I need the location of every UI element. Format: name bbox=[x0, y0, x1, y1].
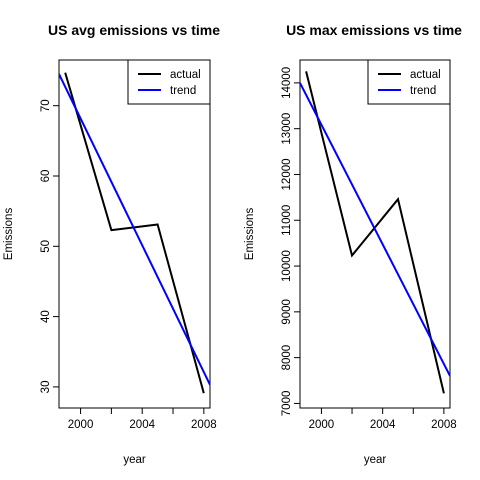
y-tick-label: 50 bbox=[40, 240, 52, 253]
y-tick-label: 11000 bbox=[281, 205, 293, 236]
y-axis-label: Emissions bbox=[244, 208, 256, 261]
y-tick-label: 7000 bbox=[281, 391, 293, 417]
y-tick-label: 70 bbox=[40, 99, 52, 112]
plot-frame bbox=[299, 59, 451, 409]
legend: actual trend bbox=[127, 59, 211, 105]
x-tick-label: 2004 bbox=[370, 419, 396, 431]
x-tick-label: 2008 bbox=[191, 419, 217, 431]
y-tick-label: 13000 bbox=[281, 113, 293, 145]
y-tick-label: 60 bbox=[40, 170, 52, 183]
y-tick-label: 9000 bbox=[281, 299, 293, 325]
series-line-trend bbox=[59, 73, 210, 386]
y-tick-label: 40 bbox=[40, 310, 52, 323]
chart-title: US max emissions vs time bbox=[286, 22, 462, 38]
legend-label: actual bbox=[410, 69, 441, 81]
chart-title: US avg emissions vs time bbox=[48, 22, 220, 38]
x-axis-label: year bbox=[123, 454, 146, 466]
x-tick-label: 2004 bbox=[129, 419, 155, 431]
chart-panel-2: US max emissions vs time 2000 2004 2008 year… bbox=[244, 22, 462, 466]
chart-panel-1: US avg emissions vs time 2000 2004 2008 year… bbox=[3, 22, 220, 466]
y-tick-label: 8000 bbox=[281, 345, 293, 371]
y-tick-label: 30 bbox=[40, 381, 52, 394]
series-line-actual bbox=[64, 72, 205, 394]
y-tick-label: 14000 bbox=[281, 67, 293, 99]
plot-frame bbox=[58, 59, 211, 409]
legend-label: trend bbox=[410, 85, 436, 97]
x-tick-label: 2000 bbox=[68, 419, 94, 431]
legend-label: actual bbox=[170, 69, 201, 81]
y-tick-label: 12000 bbox=[281, 158, 293, 190]
series-line-actual bbox=[305, 71, 445, 394]
series-line-trend bbox=[300, 82, 450, 377]
x-tick-label: 2000 bbox=[309, 419, 335, 431]
legend-box bbox=[127, 59, 211, 105]
legend: actual trend bbox=[367, 59, 451, 105]
y-axis-label: Emissions bbox=[3, 208, 15, 261]
x-axis-label: year bbox=[364, 454, 387, 466]
x-tick-label: 2008 bbox=[431, 419, 457, 431]
legend-label: trend bbox=[170, 85, 196, 97]
y-tick-label: 10000 bbox=[281, 250, 293, 282]
legend-box bbox=[367, 59, 451, 105]
